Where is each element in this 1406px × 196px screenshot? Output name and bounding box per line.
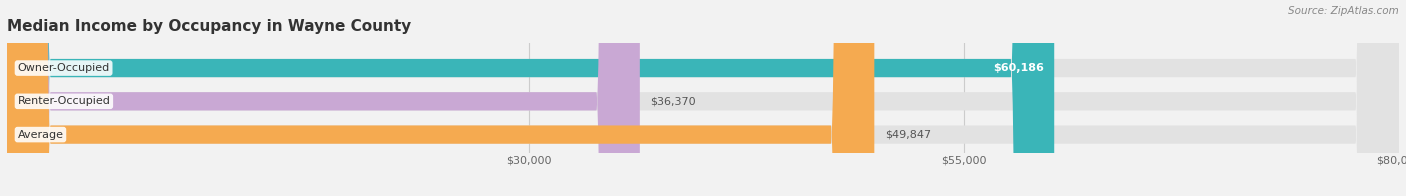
- FancyBboxPatch shape: [7, 0, 1054, 196]
- FancyBboxPatch shape: [7, 0, 640, 196]
- Text: $60,186: $60,186: [993, 63, 1043, 73]
- Text: Renter-Occupied: Renter-Occupied: [17, 96, 110, 106]
- Text: $49,847: $49,847: [884, 130, 931, 140]
- Text: Average: Average: [17, 130, 63, 140]
- Text: Median Income by Occupancy in Wayne County: Median Income by Occupancy in Wayne Coun…: [7, 19, 412, 34]
- FancyBboxPatch shape: [7, 0, 1399, 196]
- FancyBboxPatch shape: [7, 0, 875, 196]
- FancyBboxPatch shape: [7, 0, 1399, 196]
- Text: $36,370: $36,370: [651, 96, 696, 106]
- FancyBboxPatch shape: [7, 0, 1399, 196]
- Text: Owner-Occupied: Owner-Occupied: [17, 63, 110, 73]
- Text: Source: ZipAtlas.com: Source: ZipAtlas.com: [1288, 6, 1399, 16]
